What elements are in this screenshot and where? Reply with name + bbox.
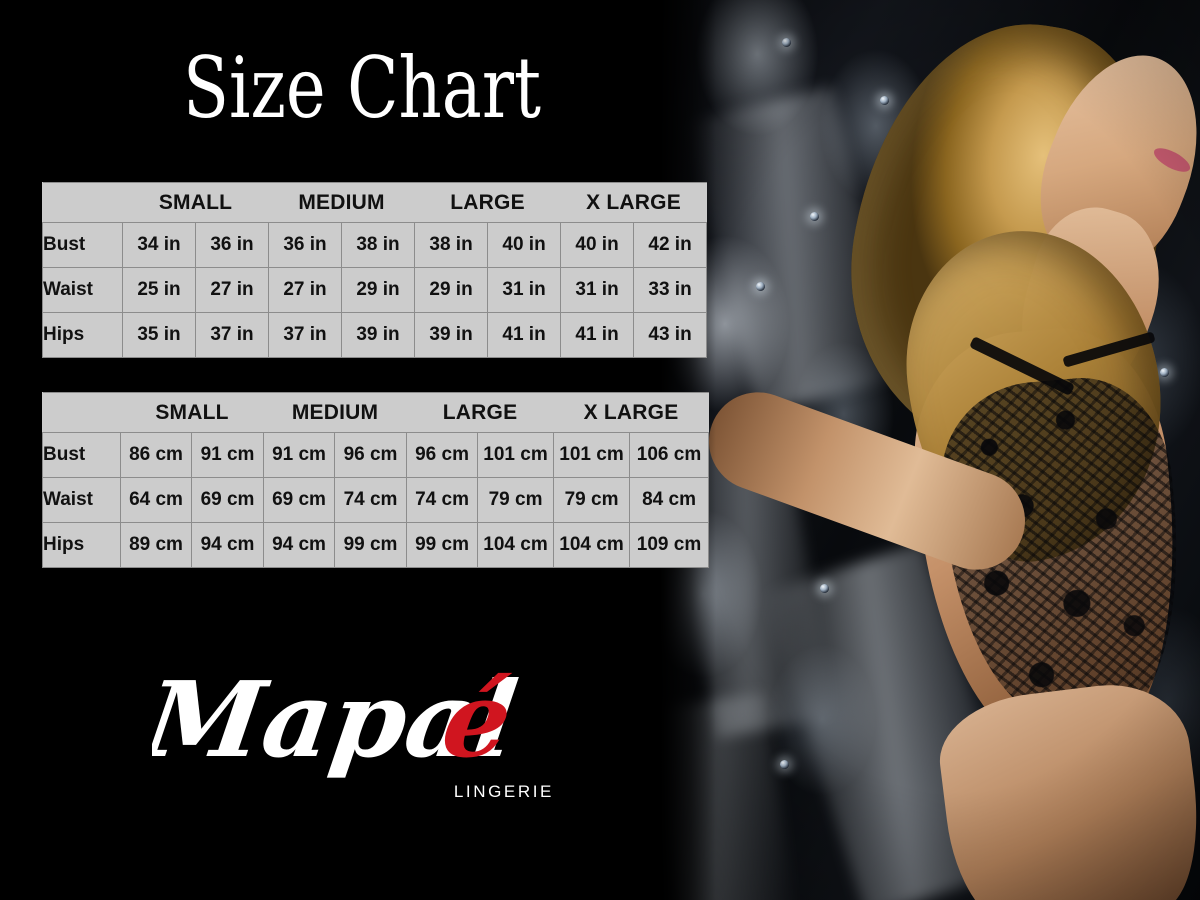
model-photo [660, 0, 1200, 900]
cell-waist-medium-max: 74 cm [334, 477, 408, 523]
cell-hips-medium-max: 39 in [341, 312, 416, 358]
cell-waist-small-max: 27 in [194, 267, 270, 313]
table-header-row: SMALL MEDIUM LARGE X LARGE [42, 182, 707, 223]
cell-hips-small-max: 94 cm [190, 522, 265, 568]
cell-waist-small-min: 64 cm [120, 477, 192, 523]
cell-bust-large-min: 38 in [414, 222, 489, 268]
cell-hips-small-min: 35 in [122, 312, 196, 358]
content-pane: Size Chart SMALL MEDIUM LARGE X LARGE Bu… [42, 39, 710, 814]
column-header-medium: MEDIUM [268, 182, 415, 223]
cell-hips-xlarge-max: 43 in [633, 312, 708, 358]
table-header-row: SMALL MEDIUM LARGE X LARGE [42, 392, 709, 433]
cell-bust-small-min: 34 in [122, 222, 196, 268]
cell-waist-xlarge-max: 33 in [633, 267, 708, 313]
cell-hips-large-max: 41 in [487, 312, 562, 358]
cell-bust-medium-max: 38 in [341, 222, 416, 268]
table-row: Waist 25 in 27 in 27 in 29 in 29 in 31 i… [42, 267, 708, 313]
cell-bust-xlarge-max: 42 in [633, 222, 708, 268]
cell-hips-medium-min: 37 in [268, 312, 343, 358]
cell-waist-small-min: 25 in [122, 267, 196, 313]
cell-hips-large-min: 99 cm [406, 522, 479, 568]
column-header-large: LARGE [414, 182, 561, 223]
column-header-large: LARGE [406, 392, 554, 433]
cell-bust-large-max: 101 cm [477, 432, 555, 478]
table-row: Bust 34 in 36 in 36 in 38 in 38 in 40 in… [42, 222, 708, 268]
cell-waist-large-min: 74 cm [406, 477, 479, 523]
cell-hips-medium-min: 94 cm [263, 522, 336, 568]
cell-bust-xlarge-max: 106 cm [629, 432, 710, 478]
table-corner [42, 392, 121, 433]
table-row: Hips 89 cm 94 cm 94 cm 99 cm 99 cm 104 c… [42, 522, 710, 568]
cell-hips-medium-max: 99 cm [334, 522, 408, 568]
cell-waist-large-min: 29 in [414, 267, 489, 313]
cell-bust-medium-max: 96 cm [334, 432, 408, 478]
table-row: Hips 35 in 37 in 37 in 39 in 39 in 41 in… [42, 312, 708, 358]
cell-bust-xlarge-min: 101 cm [553, 432, 631, 478]
cell-bust-medium-min: 91 cm [263, 432, 336, 478]
column-header-small: SMALL [122, 182, 269, 223]
cell-hips-large-max: 104 cm [477, 522, 555, 568]
table-row: Bust 86 cm 91 cm 91 cm 96 cm 96 cm 101 c… [42, 432, 710, 478]
row-label-waist: Waist [42, 477, 121, 523]
cell-hips-xlarge-max: 109 cm [629, 522, 710, 568]
cell-bust-small-min: 86 cm [120, 432, 192, 478]
column-header-x-large: X LARGE [553, 392, 709, 433]
row-label-hips: Hips [42, 312, 123, 358]
row-label-bust: Bust [42, 432, 121, 478]
cell-hips-small-max: 37 in [194, 312, 270, 358]
cell-waist-xlarge-max: 84 cm [629, 477, 710, 523]
table-corner [42, 182, 123, 223]
svg-text:Mapal: Mapal [152, 664, 524, 781]
cell-bust-small-max: 36 in [194, 222, 270, 268]
logo-tagline: LINGERIE [453, 782, 554, 801]
column-header-small: SMALL [120, 392, 264, 433]
cell-waist-medium-min: 27 in [268, 267, 343, 313]
cell-waist-large-max: 31 in [487, 267, 562, 313]
cell-waist-xlarge-min: 31 in [560, 267, 635, 313]
cell-waist-large-max: 79 cm [477, 477, 555, 523]
cell-waist-xlarge-min: 79 cm [553, 477, 631, 523]
inches-size-table: SMALL MEDIUM LARGE X LARGE Bust 34 in 36… [42, 182, 708, 358]
cell-bust-large-max: 40 in [487, 222, 562, 268]
centimeters-size-table: SMALL MEDIUM LARGE X LARGE Bust 86 cm 91… [42, 392, 710, 568]
row-label-bust: Bust [42, 222, 123, 268]
row-label-hips: Hips [42, 522, 121, 568]
cell-waist-small-max: 69 cm [190, 477, 265, 523]
cell-waist-medium-min: 69 cm [263, 477, 336, 523]
column-header-medium: MEDIUM [263, 392, 407, 433]
cell-waist-medium-max: 29 in [341, 267, 416, 313]
row-label-waist: Waist [42, 267, 123, 313]
cell-hips-small-min: 89 cm [120, 522, 192, 568]
cell-hips-xlarge-min: 41 in [560, 312, 635, 358]
cell-bust-medium-min: 36 in [268, 222, 343, 268]
brand-logo: Mapal é LINGERIE [152, 664, 572, 814]
cell-bust-xlarge-min: 40 in [560, 222, 635, 268]
cell-bust-large-min: 96 cm [406, 432, 479, 478]
mapale-wordmark: Mapal é [152, 664, 524, 781]
cell-hips-large-min: 39 in [414, 312, 489, 358]
cell-hips-xlarge-min: 104 cm [553, 522, 631, 568]
column-header-x-large: X LARGE [560, 182, 707, 223]
table-row: Waist 64 cm 69 cm 69 cm 74 cm 74 cm 79 c… [42, 477, 710, 523]
page-title: Size Chart [183, 39, 541, 137]
photo-vignette [660, 0, 1200, 900]
cell-bust-small-max: 91 cm [190, 432, 265, 478]
